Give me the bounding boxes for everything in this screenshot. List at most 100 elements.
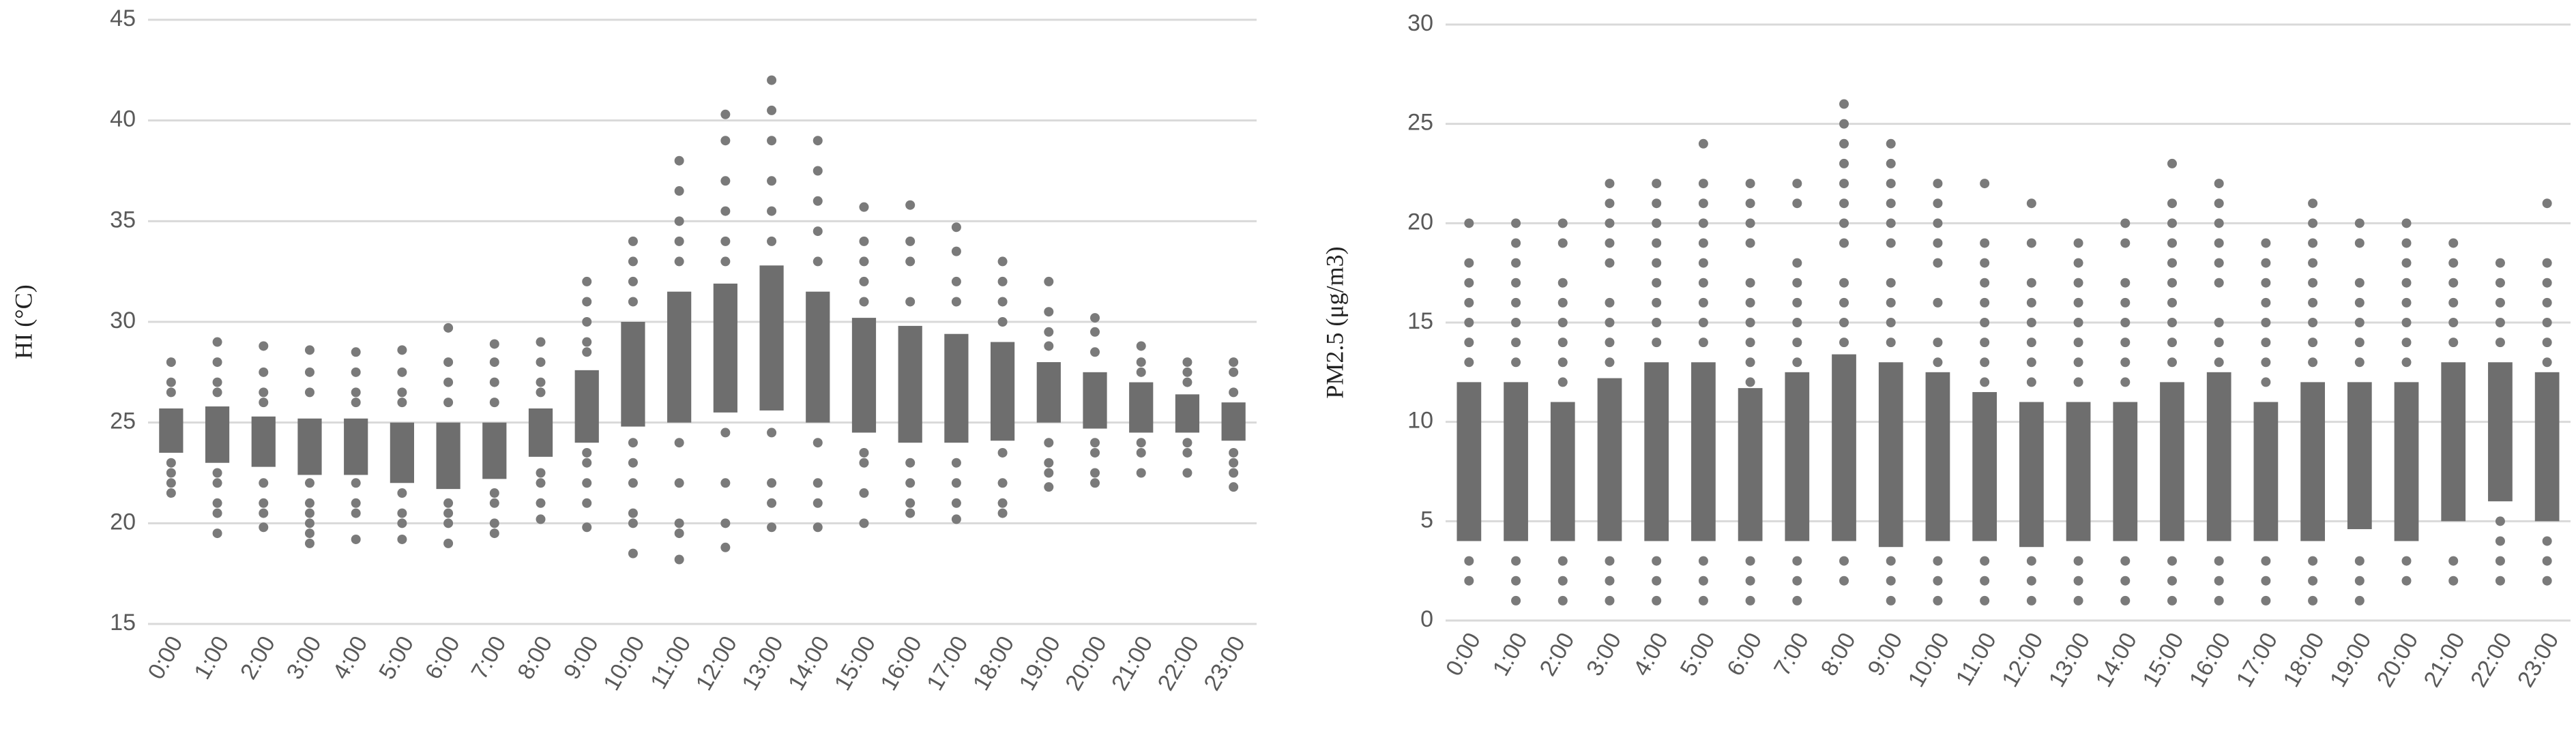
- data-point: [2261, 556, 2271, 566]
- data-point: [1557, 377, 1568, 387]
- data-point: [767, 176, 777, 186]
- data-point: [212, 387, 222, 398]
- range-bar: [2394, 382, 2419, 541]
- data-point: [813, 196, 823, 206]
- data-point: [1511, 238, 1521, 248]
- x-tick-label: 3:00: [1581, 628, 1626, 680]
- data-point: [489, 518, 499, 528]
- data-point: [536, 468, 546, 478]
- data-point: [1044, 276, 1054, 286]
- data-point: [304, 518, 314, 528]
- data-point: [628, 276, 638, 286]
- data-point: [1229, 468, 1239, 478]
- data-point: [351, 478, 361, 488]
- data-point: [212, 508, 222, 518]
- range-bar: [1925, 372, 1950, 541]
- data-point: [1839, 218, 1849, 228]
- data-point: [1511, 218, 1521, 228]
- x-tick-label: 15:00: [2137, 628, 2189, 691]
- data-point: [1980, 377, 1990, 387]
- data-point: [1839, 556, 1849, 566]
- data-point: [1605, 595, 1615, 606]
- data-point: [1605, 338, 1615, 348]
- data-point: [1980, 338, 1990, 348]
- data-point: [582, 347, 592, 357]
- data-point: [1933, 357, 1943, 368]
- data-point: [351, 367, 361, 377]
- data-point: [2026, 278, 2036, 288]
- data-point: [2401, 357, 2412, 368]
- data-point: [1229, 458, 1239, 468]
- data-point: [582, 522, 592, 533]
- x-tick-label: 12:00: [1997, 628, 2048, 691]
- data-point: [1980, 318, 1990, 327]
- data-point: [166, 357, 176, 368]
- data-point: [259, 498, 269, 508]
- data-point: [1839, 99, 1849, 109]
- range-bar: [159, 408, 184, 453]
- data-point: [212, 468, 222, 478]
- data-point: [1511, 595, 1521, 606]
- data-point: [1511, 318, 1521, 327]
- data-point: [489, 377, 499, 387]
- data-point: [1886, 297, 1896, 308]
- data-point: [2542, 576, 2552, 586]
- data-point: [905, 458, 916, 468]
- data-point: [1464, 318, 1474, 327]
- data-point: [304, 387, 314, 398]
- data-point: [859, 488, 869, 498]
- data-point: [2026, 198, 2036, 209]
- y-tick-label: 45: [110, 5, 136, 31]
- data-point: [2261, 576, 2271, 586]
- range-bar: [344, 418, 368, 475]
- data-point: [1229, 482, 1239, 492]
- range-bar: [1221, 402, 1246, 441]
- data-point: [1886, 576, 1896, 586]
- data-point: [2308, 338, 2318, 348]
- data-point: [2401, 297, 2412, 308]
- data-point: [2073, 238, 2083, 248]
- data-point: [2214, 595, 2224, 606]
- data-point: [2542, 536, 2552, 546]
- data-point: [2542, 318, 2552, 327]
- data-point: [489, 339, 499, 349]
- data-point: [489, 498, 499, 508]
- range-bar: [2488, 362, 2513, 502]
- data-point: [166, 458, 176, 468]
- data-point: [2167, 297, 2177, 308]
- data-point: [1839, 138, 1849, 149]
- x-tick-label: 16:00: [2184, 628, 2236, 691]
- data-point: [1557, 297, 1568, 308]
- range-bar: [1083, 372, 1107, 429]
- data-point: [997, 297, 1008, 307]
- range-bar: [1036, 362, 1061, 423]
- y-tick-label: 5: [1420, 507, 1433, 533]
- y-tick-label: 0: [1420, 606, 1433, 632]
- data-point: [997, 478, 1008, 488]
- data-point: [443, 323, 454, 333]
- data-point: [2120, 238, 2131, 248]
- data-point: [1182, 447, 1192, 458]
- data-point: [1698, 278, 1708, 288]
- data-point: [2308, 198, 2318, 209]
- data-point: [443, 498, 454, 508]
- range-bar: [1785, 372, 1810, 541]
- range-bar: [436, 422, 460, 490]
- x-tick-label: 0:00: [1441, 628, 1486, 680]
- y-tick-label: 30: [110, 308, 136, 333]
- data-point: [1511, 357, 1521, 368]
- data-point: [2167, 198, 2177, 209]
- data-point: [1933, 556, 1943, 566]
- data-point: [1839, 318, 1849, 327]
- data-point: [859, 297, 869, 307]
- data-point: [351, 387, 361, 398]
- data-point: [1745, 297, 1755, 308]
- data-point: [813, 226, 823, 237]
- data-point: [2214, 318, 2224, 327]
- data-point: [397, 534, 407, 544]
- data-point: [2542, 297, 2552, 308]
- data-point: [2026, 377, 2036, 387]
- data-point: [212, 498, 222, 508]
- data-point: [2261, 238, 2271, 248]
